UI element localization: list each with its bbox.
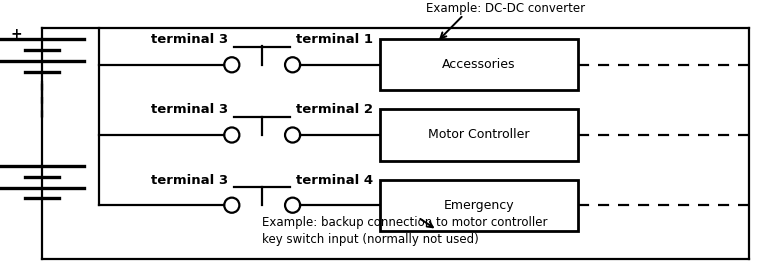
Text: terminal 1: terminal 1 (296, 33, 373, 46)
Text: terminal 3: terminal 3 (151, 33, 228, 46)
Text: +: + (11, 27, 23, 41)
Text: Motor Controller: Motor Controller (428, 129, 530, 141)
Text: Example: DC-DC converter: Example: DC-DC converter (426, 2, 585, 15)
Text: terminal 3: terminal 3 (151, 103, 228, 116)
Bar (380, 180, 578, 231)
Text: Example: backup connection to motor controller
key switch input (normally not us: Example: backup connection to motor cont… (262, 216, 548, 246)
Bar (380, 109, 578, 161)
Text: terminal 2: terminal 2 (296, 103, 373, 116)
Text: terminal 4: terminal 4 (296, 174, 373, 187)
Text: Accessories: Accessories (442, 58, 515, 71)
Bar (380, 39, 578, 90)
Text: Emergency: Emergency (444, 199, 514, 212)
Text: terminal 3: terminal 3 (151, 174, 228, 187)
